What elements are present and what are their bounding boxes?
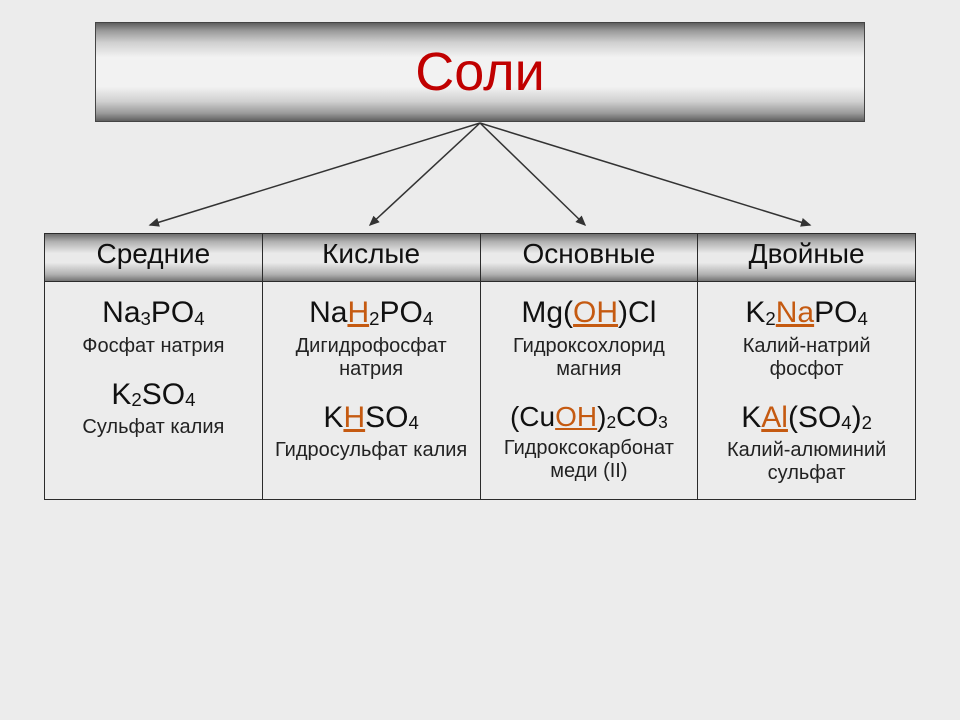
column-cell: Na3PO4 Фосфат натрия K2SO4 Сульфат калия	[45, 282, 263, 500]
table-body-row: Na3PO4Фосфат натрияK2SO4Сульфат калияNaH…	[45, 282, 916, 500]
subscript: 3	[658, 412, 668, 432]
spacer	[51, 358, 256, 372]
subscript: 4	[857, 308, 867, 329]
column-header: Средние	[45, 234, 263, 282]
table-header-row: СредниеКислыеОсновныеДвойные	[45, 234, 916, 282]
column-header: Двойные	[698, 234, 916, 282]
column-header: Основные	[480, 234, 698, 282]
highlight: H	[347, 296, 369, 329]
subscript: 2	[369, 308, 379, 329]
compound-name: Калий-натрий фосфот	[704, 335, 909, 381]
chemical-formula: NaH2PO4	[269, 296, 474, 331]
subscript: 2	[765, 308, 775, 329]
arrow-line	[150, 123, 480, 225]
subscript: 3	[141, 308, 151, 329]
subscript: 2	[862, 412, 872, 433]
arrow-line	[480, 123, 585, 225]
salts-table: СредниеКислыеОсновныеДвойные Na3PO4 Фосфа…	[44, 233, 916, 500]
subscript: 4	[194, 308, 204, 329]
column-cell: K2NaPO4 Калий-натрий фосфот KAl(SO4)2Калий…	[698, 282, 916, 500]
arrow-line	[370, 123, 480, 225]
page-title: Соли	[415, 41, 545, 103]
chemical-formula: KHSO4	[269, 401, 474, 436]
column-header: Кислые	[262, 234, 480, 282]
highlight: Na	[776, 296, 814, 329]
compound-name: Гидросульфат калия	[269, 439, 474, 462]
highlight: OH	[573, 296, 618, 329]
subscript: 2	[606, 412, 616, 432]
subscript: 4	[841, 412, 851, 433]
compound-name: Дигидрофосфат натрия	[269, 335, 474, 381]
highlight: OH	[555, 401, 597, 432]
spacer	[704, 381, 909, 395]
column-cell: Mg(OH)Cl Гидроксохлорид магния (CuOH)2CO3 Г…	[480, 282, 698, 500]
column-cell: NaH2PO4 Дигидрофосфат натрия KHSO4 Гидросул…	[262, 282, 480, 500]
compound-name: Калий-алюминий сульфат	[704, 439, 909, 485]
subscript: 4	[423, 308, 433, 329]
subscript: 2	[131, 389, 141, 410]
chemical-formula: Mg(OH)Cl	[487, 296, 692, 331]
compound-name: Фосфат натрия	[51, 335, 256, 358]
highlight: H	[343, 401, 365, 434]
subscript: 4	[185, 389, 195, 410]
highlight: Al	[761, 401, 788, 434]
subscript: 4	[408, 412, 418, 433]
chemical-formula: KAl(SO4)2	[704, 401, 909, 436]
compound-name: Гидроксохлорид магния	[487, 335, 692, 381]
title-bar: Соли	[95, 22, 865, 122]
spacer	[487, 381, 692, 395]
chemical-formula: (CuOH)2CO3	[487, 401, 692, 433]
compound-name: Сульфат калия	[51, 416, 256, 439]
chemical-formula: K2NaPO4	[704, 296, 909, 331]
chemical-formula: K2SO4	[51, 378, 256, 413]
chemical-formula: Na3PO4	[51, 296, 256, 331]
arrow-line	[480, 123, 810, 225]
spacer	[269, 381, 474, 395]
compound-name: Гидроксокарбонат меди (II)	[487, 437, 692, 483]
